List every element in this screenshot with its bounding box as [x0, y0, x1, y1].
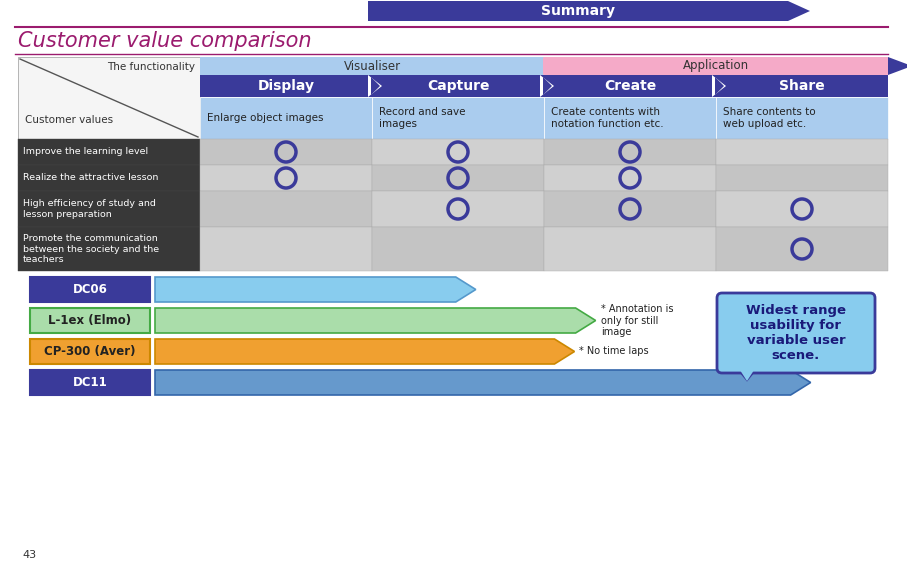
Polygon shape [738, 367, 756, 381]
Text: Widest range
usability for
variable user
scene.: Widest range usability for variable user… [746, 304, 846, 362]
Text: Share contents to
web upload etc.: Share contents to web upload etc. [723, 107, 815, 129]
Bar [544, 165, 716, 191]
Bar [716, 139, 888, 165]
Polygon shape [543, 57, 554, 75]
Text: * No time laps: * No time laps [580, 346, 649, 357]
Bar [200, 165, 372, 191]
Text: L-1ex (Elmo): L-1ex (Elmo) [48, 314, 132, 327]
Bar [544, 97, 716, 139]
FancyBboxPatch shape [30, 277, 150, 302]
Text: Realize the attractive lesson: Realize the attractive lesson [23, 174, 159, 183]
Bar [200, 191, 372, 227]
Bar [200, 227, 372, 271]
Polygon shape [371, 77, 380, 95]
Bar [18, 57, 200, 139]
Text: Customer values: Customer values [24, 115, 113, 125]
Bar [372, 97, 544, 139]
Bar [200, 139, 372, 165]
Bar [544, 139, 716, 165]
Text: The functionality: The functionality [107, 62, 195, 73]
Polygon shape [368, 1, 810, 21]
Polygon shape [155, 370, 811, 395]
Text: Enlarge object images: Enlarge object images [207, 113, 324, 123]
Bar [544, 227, 716, 271]
Polygon shape [540, 75, 554, 97]
Bar [18, 191, 200, 227]
Text: Create contents with
notation function etc.: Create contents with notation function e… [551, 107, 664, 129]
Text: * Annotation is
only for still
image: * Annotation is only for still image [600, 304, 673, 337]
FancyBboxPatch shape [30, 370, 150, 395]
Bar [372, 227, 544, 271]
Bar [716, 97, 888, 139]
Text: Application: Application [683, 60, 749, 73]
Bar [372, 75, 544, 97]
Bar [544, 75, 716, 97]
Bar [716, 75, 888, 97]
Text: Summary: Summary [541, 4, 615, 18]
Bar [18, 139, 200, 165]
Bar [716, 165, 888, 191]
Bar [18, 227, 200, 271]
Polygon shape [155, 277, 476, 302]
FancyBboxPatch shape [30, 339, 150, 364]
Text: Customer value comparison: Customer value comparison [18, 31, 312, 51]
Text: 43: 43 [22, 550, 36, 560]
Polygon shape [888, 57, 907, 75]
Text: Capture: Capture [427, 79, 489, 93]
Text: Record and save
images: Record and save images [379, 107, 465, 129]
Bar [372, 139, 544, 165]
Polygon shape [155, 308, 596, 333]
Polygon shape [155, 339, 574, 364]
Polygon shape [737, 368, 757, 380]
Text: Display: Display [258, 79, 315, 93]
Bar [716, 227, 888, 271]
Text: Improve the learning level: Improve the learning level [23, 147, 148, 156]
Text: Visualiser: Visualiser [344, 60, 401, 73]
Text: Promote the communication
between the society and the
teachers: Promote the communication between the so… [23, 234, 159, 264]
Bar [372, 165, 544, 191]
Text: DC06: DC06 [73, 283, 107, 296]
Polygon shape [712, 75, 726, 97]
Text: CP-300 (Aver): CP-300 (Aver) [44, 345, 136, 358]
FancyBboxPatch shape [717, 293, 875, 373]
Bar [372, 191, 544, 227]
Bar [200, 75, 372, 97]
Bar [18, 165, 200, 191]
Bar [716, 191, 888, 227]
Bar [200, 57, 544, 75]
Bar [544, 57, 888, 75]
Bar [200, 97, 372, 139]
Bar [544, 191, 716, 227]
Polygon shape [715, 77, 724, 95]
Text: DC11: DC11 [73, 376, 107, 389]
Text: High efficiency of study and
lesson preparation: High efficiency of study and lesson prep… [23, 199, 156, 219]
Text: Share: Share [779, 79, 824, 93]
Polygon shape [368, 75, 382, 97]
Text: Create: Create [604, 79, 656, 93]
FancyBboxPatch shape [30, 308, 150, 333]
Polygon shape [543, 77, 552, 95]
